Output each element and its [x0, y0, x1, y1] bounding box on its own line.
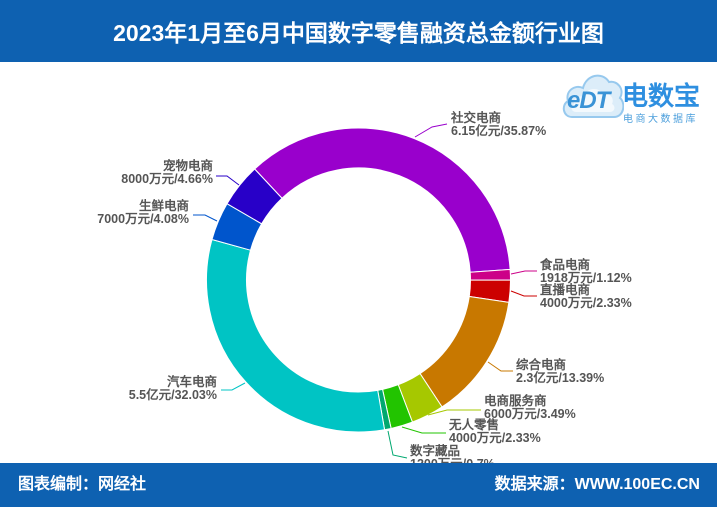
- data-source: 数据来源：WWW.100EC.CN: [494, 476, 700, 493]
- comprehensive-ecommerce-label: 综合电商: [516, 357, 566, 372]
- pet-ecommerce-slice: [226, 168, 283, 225]
- ecommerce-service-provider-value-label: 6000万元/3.49%: [484, 407, 576, 421]
- pet-ecommerce-label: 宠物电商: [163, 158, 213, 173]
- unmanned-retail-leader-line: [401, 426, 446, 434]
- footer-banner: 图表编制：网经社 数据来源：WWW.100EC.CN: [0, 463, 717, 507]
- digital-collectibles-leader-line: [387, 430, 408, 459]
- social-ecommerce-leader-line: [414, 123, 448, 138]
- fresh-food-ecommerce-value-label: 7000万元/4.08%: [97, 212, 189, 226]
- livestream-ecommerce-leader-line: [510, 290, 537, 297]
- page-title: 2023年1月至6月中国数字零售融资总金额行业图: [113, 20, 604, 46]
- logo-name: 电数宝: [622, 81, 701, 111]
- logo: eDT 电数宝 电商大数据库: [562, 68, 714, 126]
- chart-credit: 图表编制：网经社: [18, 476, 147, 493]
- pet-ecommerce-leader-line: [216, 175, 240, 186]
- comprehensive-ecommerce-leader-line: [487, 361, 513, 372]
- food-ecommerce-value-label: 1918万元/1.12%: [540, 271, 632, 285]
- social-ecommerce-value-label: 6.15亿元/35.87%: [451, 123, 546, 138]
- comprehensive-ecommerce-slice: [419, 295, 510, 408]
- fresh-food-ecommerce-leader-line: [193, 214, 218, 222]
- title-banner: 2023年1月至6月中国数字零售融资总金额行业图: [0, 0, 717, 62]
- auto-ecommerce-slice: [206, 238, 386, 433]
- unmanned-retail-value-label: 4000万元/2.33%: [449, 431, 541, 445]
- auto-ecommerce-label: 汽车电商: [167, 374, 217, 389]
- auto-ecommerce-value-label: 5.5亿元/32.03%: [129, 387, 217, 402]
- logo-subtitle: 电商大数据库: [623, 114, 698, 125]
- livestream-ecommerce-value-label: 4000万元/2.33%: [540, 296, 632, 310]
- food-ecommerce-label: 食品电商: [539, 257, 590, 272]
- ecommerce-service-provider-label: 电商服务商: [484, 393, 547, 408]
- pet-ecommerce-value-label: 8000万元/4.66%: [121, 172, 213, 186]
- unmanned-retail-label: 无人零售: [448, 417, 499, 432]
- livestream-ecommerce-label: 直播电商: [540, 282, 590, 297]
- social-ecommerce-label: 社交电商: [450, 110, 501, 125]
- fresh-food-ecommerce-label: 生鲜电商: [139, 198, 189, 213]
- social-ecommerce-slice: [253, 127, 511, 273]
- cloud-icon: [562, 74, 624, 118]
- ecommerce-service-provider-leader-line: [427, 409, 481, 416]
- comprehensive-ecommerce-value-label: 2.3亿元/13.39%: [516, 370, 604, 385]
- logo-mark: eDT: [567, 87, 610, 114]
- digital-collectibles-label: 数字藏品: [409, 443, 460, 458]
- auto-ecommerce-leader-line: [221, 382, 246, 391]
- food-ecommerce-leader-line: [510, 270, 537, 275]
